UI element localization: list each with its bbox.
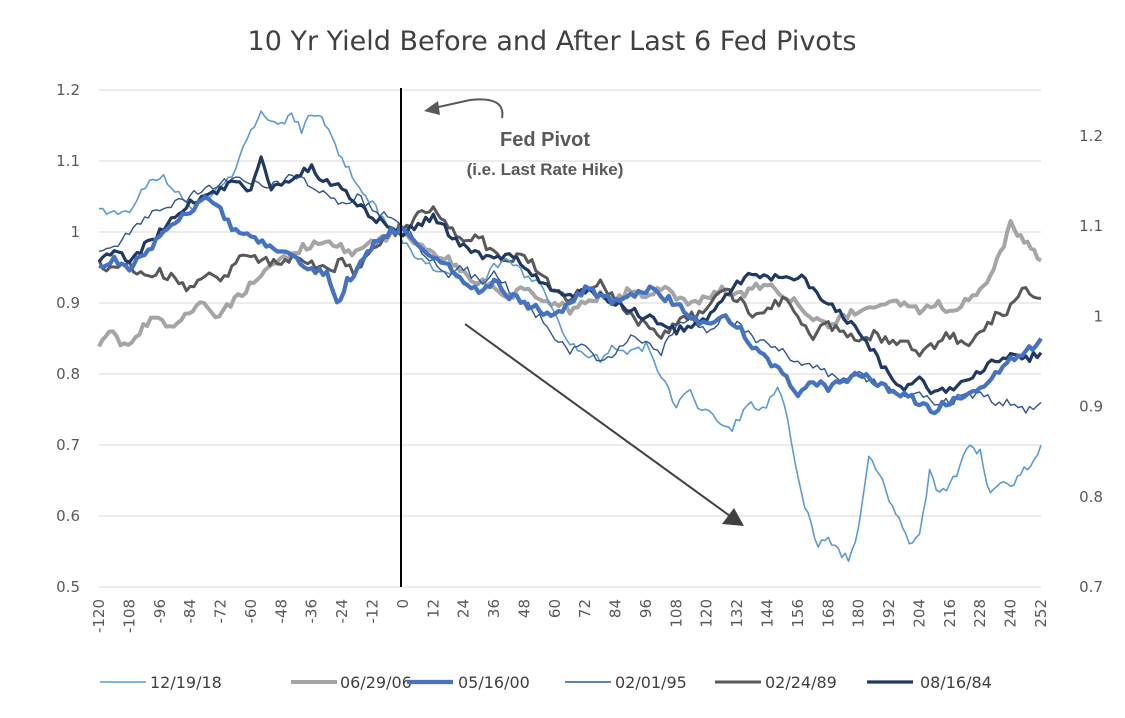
x-tick-label: 48: [515, 599, 533, 618]
y-left-tick-label: 0.6: [56, 507, 80, 525]
y-right-tick-label: 0.9: [1079, 398, 1103, 416]
legend-label: 08/16/84: [920, 673, 992, 692]
series-line-02-24-89: [97, 205, 1042, 358]
series-line-05-16-00: [98, 194, 1043, 416]
y-axis-right: 0.7 0.8 0.9 1 1.1 1.2: [1079, 127, 1103, 596]
y-left-tick-label: 0.8: [56, 365, 80, 383]
x-tick-label: 192: [880, 599, 898, 628]
x-tick-label: 24: [455, 599, 473, 618]
y-right-tick-label: 1.1: [1079, 217, 1103, 235]
x-tick-label: 252: [1032, 599, 1050, 628]
x-tick-label: 96: [637, 599, 655, 618]
series-line-08-16-84: [97, 155, 1043, 396]
x-tick-label: -120: [90, 599, 108, 633]
trend-arrow-head-icon: [722, 508, 744, 526]
x-tick-label: 168: [819, 599, 837, 628]
pivot-arrow: [433, 98, 504, 119]
y-left-tick-label: 0.7: [56, 436, 80, 454]
y-left-tick-label: 1.2: [56, 81, 80, 99]
y-right-tick-label: 1.2: [1079, 127, 1103, 145]
legend: 12/19/18 06/29/06 05/16/00 02/01/95 02/24/89…: [100, 673, 992, 692]
x-tick-label: 216: [941, 599, 959, 628]
y-axis-left: 0.5 0.6 0.7 0.8 0.9 1 1.1 1.2: [56, 81, 80, 596]
y-right-tick-label: 1: [1093, 307, 1103, 325]
x-tick-label: 240: [1002, 599, 1020, 628]
x-tick-label: 144: [759, 599, 777, 628]
legend-label: 02/24/89: [765, 673, 837, 692]
y-left-tick-label: 0.9: [56, 294, 80, 312]
legend-label: 05/16/00: [458, 673, 530, 692]
x-tick-label: 156: [789, 599, 807, 628]
x-tick-label: -108: [120, 599, 138, 633]
x-tick-label: 204: [910, 599, 928, 628]
x-tick-label: -36: [303, 599, 321, 624]
x-tick-label: 0: [394, 599, 412, 609]
x-tick-label: 120: [698, 599, 716, 628]
x-tick-label: 132: [728, 599, 746, 628]
x-tick-label: 12: [424, 599, 442, 618]
chart-title: 10 Yr Yield Before and After Last 6 Fed …: [248, 26, 857, 57]
y-right-tick-label: 0.8: [1079, 488, 1103, 506]
x-tick-label: 72: [576, 599, 594, 618]
y-left-tick-label: 0.5: [56, 578, 80, 596]
x-tick-label: 60: [546, 599, 564, 618]
legend-label: 12/19/18: [150, 673, 222, 692]
x-tick-label: 180: [850, 599, 868, 628]
series-line-06-29-06: [97, 219, 1042, 348]
legend-label: 06/29/06: [340, 673, 412, 692]
x-tick-label: -96: [151, 599, 169, 624]
x-tick-label: -60: [242, 599, 260, 624]
x-tick-label: -72: [212, 599, 230, 624]
x-tick-label: 228: [971, 599, 989, 628]
x-tick-label: -48: [272, 599, 290, 624]
x-tick-label: -24: [333, 599, 351, 624]
x-tick-label: -12: [363, 599, 381, 624]
x-tick-label: 108: [667, 599, 685, 628]
x-axis: -120 -108 -96 -84 -72 -60 -48 -36 -24 -12 0 12 24 36 4…: [90, 599, 1050, 633]
pivot-label: Fed Pivot: [500, 129, 590, 151]
y-left-tick-label: 1.1: [56, 152, 80, 170]
trend-arrow: [464, 323, 731, 517]
legend-label: 02/01/95: [615, 673, 687, 692]
x-tick-label: 36: [485, 599, 503, 618]
pivot-arrow-head-icon: [424, 101, 440, 115]
series-lines: [97, 110, 1043, 563]
y-right-tick-label: 0.7: [1079, 578, 1103, 596]
x-tick-label: 84: [607, 599, 625, 618]
series-line-12-19-18: [98, 110, 1042, 563]
x-tick-label: -84: [181, 599, 199, 624]
pivot-sublabel: (i.e. Last Rate Hike): [467, 160, 624, 179]
y-left-tick-label: 1: [70, 223, 80, 241]
